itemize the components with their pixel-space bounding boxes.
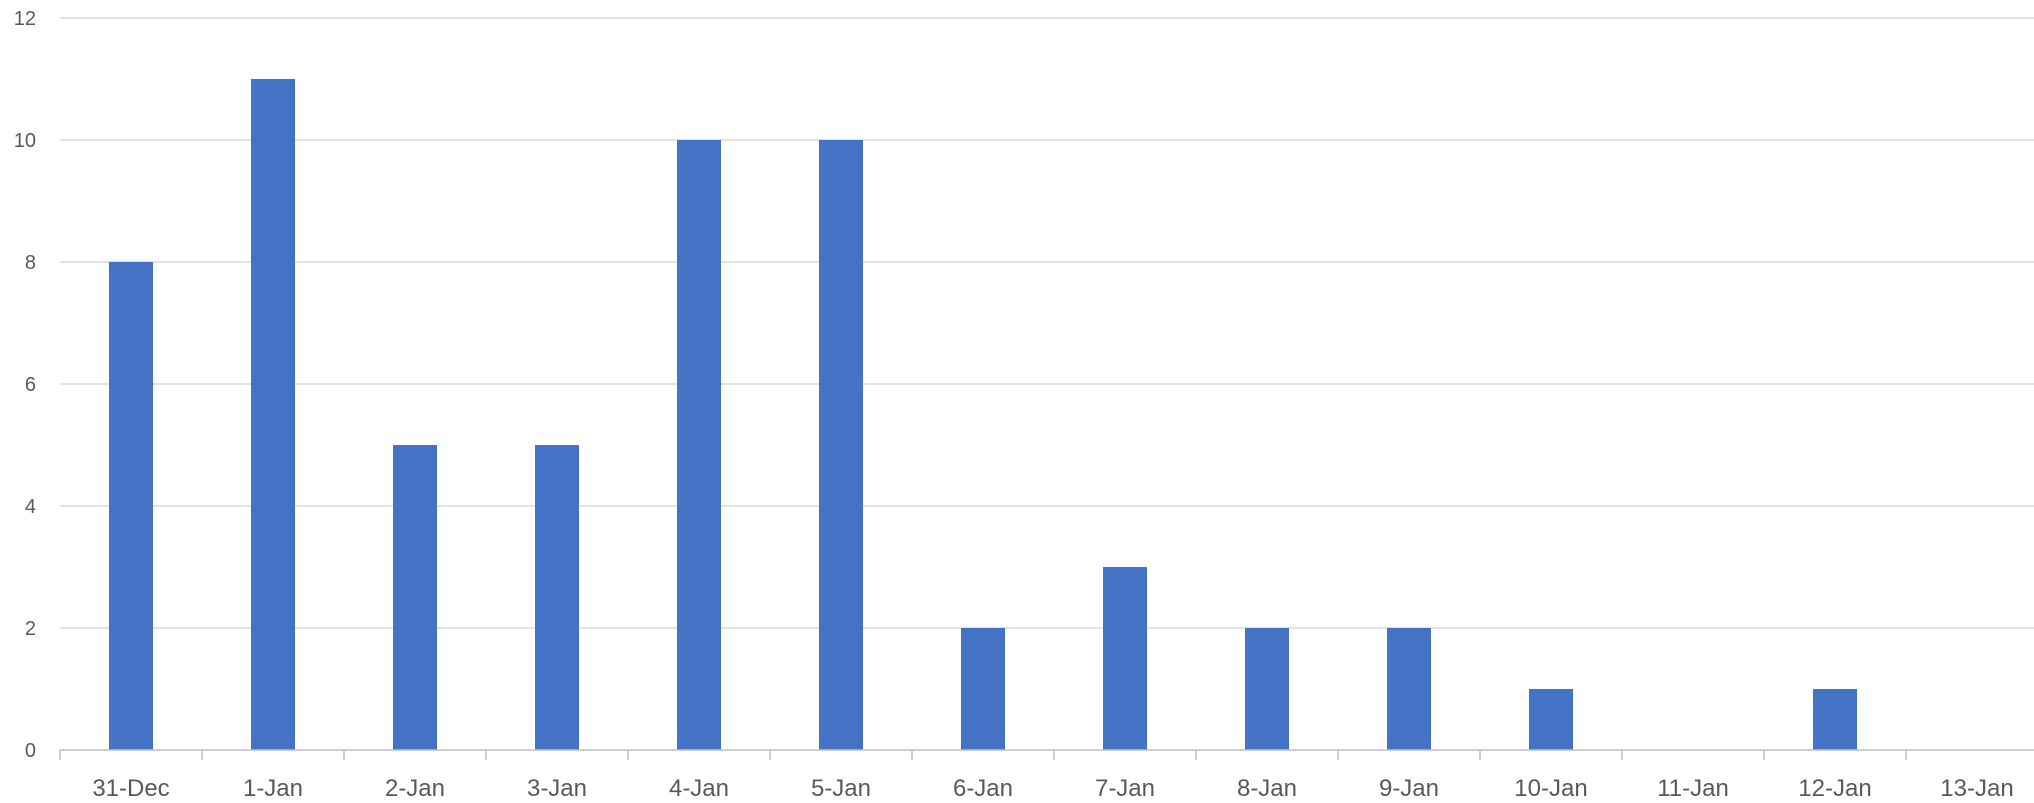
x-tick-label: 4-Jan bbox=[669, 775, 729, 802]
y-tick-label: 2 bbox=[25, 618, 36, 640]
y-tick-label: 6 bbox=[25, 374, 36, 396]
bar-9-Jan bbox=[1387, 628, 1431, 750]
bar-3-Jan bbox=[535, 445, 579, 750]
y-axis-ticks: 0 2 4 6 8 10 12 bbox=[14, 8, 36, 762]
y-tick-label: 4 bbox=[25, 496, 36, 518]
bar-10-Jan bbox=[1529, 689, 1573, 750]
bar-5-Jan bbox=[819, 140, 863, 750]
x-tick-label: 12-Jan bbox=[1798, 775, 1871, 802]
x-tick-label: 5-Jan bbox=[811, 775, 871, 802]
x-tick-label: 1-Jan bbox=[243, 775, 303, 802]
gridlines bbox=[60, 17, 2034, 629]
bar-4-Jan bbox=[677, 140, 721, 750]
bar-2-Jan bbox=[393, 445, 437, 750]
bar-6-Jan bbox=[961, 628, 1005, 750]
x-tick-label: 11-Jan bbox=[1657, 775, 1729, 802]
x-tick-label: 10-Jan bbox=[1514, 775, 1587, 802]
x-axis bbox=[59, 749, 2034, 760]
bar-8-Jan bbox=[1245, 628, 1289, 750]
bar-12-Jan bbox=[1813, 689, 1857, 750]
x-tick-label: 9-Jan bbox=[1379, 775, 1439, 802]
bar-7-Jan bbox=[1103, 567, 1147, 750]
bars bbox=[109, 79, 1857, 750]
x-tick-label: 13-Jan bbox=[1940, 775, 2013, 802]
x-tick-label: 8-Jan bbox=[1237, 775, 1297, 802]
y-tick-label: 12 bbox=[14, 8, 36, 30]
y-tick-label: 8 bbox=[25, 252, 36, 274]
y-tick-label: 0 bbox=[25, 740, 36, 762]
y-tick-label: 10 bbox=[14, 130, 36, 152]
bar-31-Dec bbox=[109, 262, 153, 750]
bar-1-Jan bbox=[251, 79, 295, 750]
x-tick-label: 6-Jan bbox=[953, 775, 1013, 802]
x-tick-label: 2-Jan bbox=[385, 775, 445, 802]
x-axis-labels: 31-Dec 1-Jan 2-Jan 3-Jan 4-Jan 5-Jan 6-Jan 7-Ja… bbox=[92, 775, 2013, 802]
x-tick-label: 7-Jan bbox=[1095, 775, 1155, 802]
x-tick-label: 31-Dec bbox=[92, 775, 169, 802]
x-tick-label: 3-Jan bbox=[527, 775, 587, 802]
